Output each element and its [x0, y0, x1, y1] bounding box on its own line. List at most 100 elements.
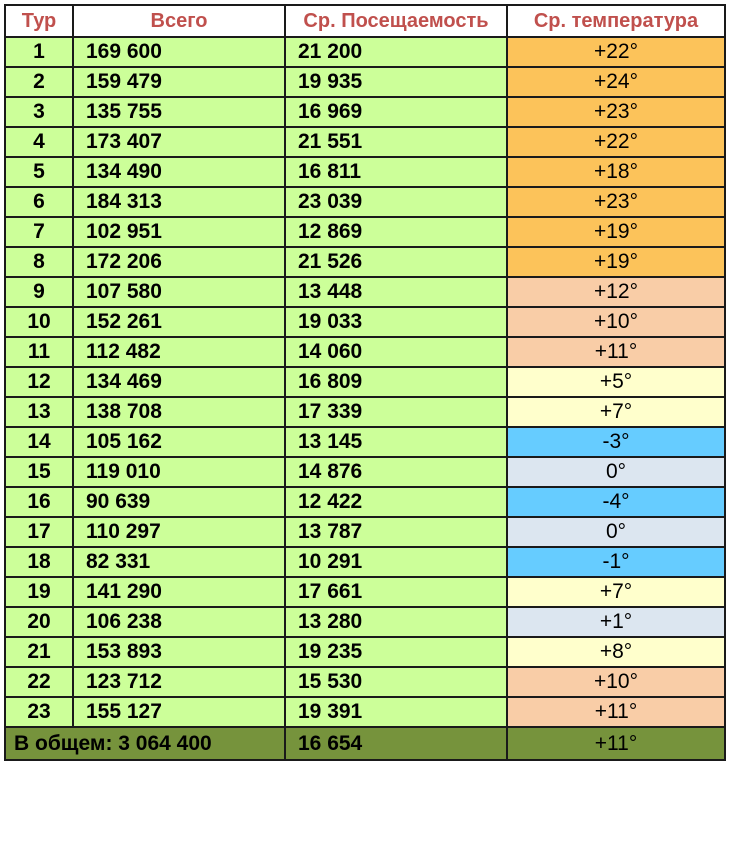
header-avg-attendance: Ср. Посещаемость — [284, 4, 508, 38]
summary-row: В общем: 3 064 400 16 654 +11° — [4, 726, 726, 761]
cell-total: 135 755 — [72, 96, 286, 128]
cell-avg-temperature: -1° — [506, 546, 726, 578]
cell-avg-temperature: +10° — [506, 666, 726, 698]
cell-total: 90 639 — [72, 486, 286, 518]
cell-avg-attendance: 21 526 — [284, 246, 508, 278]
cell-tour: 13 — [4, 396, 74, 428]
table-row: 17 110 297 13 787 0° — [4, 516, 726, 548]
cell-avg-attendance: 19 935 — [284, 66, 508, 98]
cell-tour: 22 — [4, 666, 74, 698]
cell-avg-temperature: +10° — [506, 306, 726, 338]
cell-avg-attendance: 19 235 — [284, 636, 508, 668]
cell-avg-attendance: 12 422 — [284, 486, 508, 518]
table-row: 16 90 639 12 422 -4° — [4, 486, 726, 518]
header-total: Всего — [72, 4, 286, 38]
table-row: 4 173 407 21 551 +22° — [4, 126, 726, 158]
cell-total: 155 127 — [72, 696, 286, 728]
cell-avg-attendance: 17 339 — [284, 396, 508, 428]
cell-tour: 19 — [4, 576, 74, 608]
cell-avg-attendance: 13 448 — [284, 276, 508, 308]
table-body: 1 169 600 21 200 +22° 2 159 479 19 935 +24° 3 135… — [4, 36, 726, 728]
cell-avg-temperature: +11° — [506, 336, 726, 368]
cell-avg-attendance: 16 811 — [284, 156, 508, 188]
cell-avg-attendance: 13 280 — [284, 606, 508, 638]
cell-avg-temperature: 0° — [506, 456, 726, 488]
table-row: 5 134 490 16 811 +18° — [4, 156, 726, 188]
table-row: 9 107 580 13 448 +12° — [4, 276, 726, 308]
summary-avg-temperature: +11° — [506, 726, 726, 761]
cell-avg-attendance: 12 869 — [284, 216, 508, 248]
table-row: 3 135 755 16 969 +23° — [4, 96, 726, 128]
cell-total: 184 313 — [72, 186, 286, 218]
table-row: 18 82 331 10 291 -1° — [4, 546, 726, 578]
cell-avg-attendance: 21 200 — [284, 36, 508, 68]
table-row: 15 119 010 14 876 0° — [4, 456, 726, 488]
table-row: 14 105 162 13 145 -3° — [4, 426, 726, 458]
cell-total: 106 238 — [72, 606, 286, 638]
cell-total: 169 600 — [72, 36, 286, 68]
cell-avg-attendance: 13 145 — [284, 426, 508, 458]
cell-avg-temperature: -3° — [506, 426, 726, 458]
cell-avg-temperature: +5° — [506, 366, 726, 398]
cell-total: 134 469 — [72, 366, 286, 398]
cell-tour: 6 — [4, 186, 74, 218]
cell-tour: 23 — [4, 696, 74, 728]
table-row: 1 169 600 21 200 +22° — [4, 36, 726, 68]
header-row: Тур Всего Ср. Посещаемость Ср. температу… — [4, 4, 726, 38]
cell-tour: 4 — [4, 126, 74, 158]
cell-tour: 2 — [4, 66, 74, 98]
cell-total: 173 407 — [72, 126, 286, 158]
cell-total: 153 893 — [72, 636, 286, 668]
table-row: 12 134 469 16 809 +5° — [4, 366, 726, 398]
table-row: 23 155 127 19 391 +11° — [4, 696, 726, 728]
cell-tour: 10 — [4, 306, 74, 338]
cell-total: 82 331 — [72, 546, 286, 578]
cell-avg-attendance: 15 530 — [284, 666, 508, 698]
cell-tour: 12 — [4, 366, 74, 398]
cell-avg-attendance: 13 787 — [284, 516, 508, 548]
cell-avg-temperature: +23° — [506, 96, 726, 128]
cell-avg-attendance: 14 876 — [284, 456, 508, 488]
cell-total: 172 206 — [72, 246, 286, 278]
cell-avg-attendance: 10 291 — [284, 546, 508, 578]
cell-tour: 8 — [4, 246, 74, 278]
cell-avg-temperature: +7° — [506, 396, 726, 428]
cell-total: 141 290 — [72, 576, 286, 608]
cell-avg-temperature: 0° — [506, 516, 726, 548]
cell-avg-temperature: +11° — [506, 696, 726, 728]
cell-tour: 16 — [4, 486, 74, 518]
cell-total: 119 010 — [72, 456, 286, 488]
cell-avg-temperature: +1° — [506, 606, 726, 638]
cell-total: 152 261 — [72, 306, 286, 338]
header-tour: Тур — [4, 4, 74, 38]
cell-total: 138 708 — [72, 396, 286, 428]
cell-total: 159 479 — [72, 66, 286, 98]
summary-avg-attendance: 16 654 — [284, 726, 508, 761]
cell-avg-temperature: +12° — [506, 276, 726, 308]
cell-tour: 7 — [4, 216, 74, 248]
cell-avg-temperature: +24° — [506, 66, 726, 98]
cell-avg-attendance: 23 039 — [284, 186, 508, 218]
cell-avg-temperature: -4° — [506, 486, 726, 518]
cell-tour: 11 — [4, 336, 74, 368]
table-row: 2 159 479 19 935 +24° — [4, 66, 726, 98]
summary-total: В общем: 3 064 400 — [4, 726, 286, 761]
cell-avg-attendance: 21 551 — [284, 126, 508, 158]
cell-total: 102 951 — [72, 216, 286, 248]
cell-avg-temperature: +8° — [506, 636, 726, 668]
cell-avg-temperature: +19° — [506, 216, 726, 248]
cell-total: 123 712 — [72, 666, 286, 698]
cell-avg-attendance: 19 033 — [284, 306, 508, 338]
cell-tour: 17 — [4, 516, 74, 548]
table-row: 7 102 951 12 869 +19° — [4, 216, 726, 248]
cell-avg-temperature: +7° — [506, 576, 726, 608]
table-row: 22 123 712 15 530 +10° — [4, 666, 726, 698]
cell-avg-temperature: +18° — [506, 156, 726, 188]
cell-total: 134 490 — [72, 156, 286, 188]
cell-avg-temperature: +19° — [506, 246, 726, 278]
attendance-table: Тур Всего Ср. Посещаемость Ср. температу… — [4, 4, 726, 761]
cell-tour: 21 — [4, 636, 74, 668]
table-row: 10 152 261 19 033 +10° — [4, 306, 726, 338]
cell-avg-attendance: 16 809 — [284, 366, 508, 398]
cell-avg-attendance: 17 661 — [284, 576, 508, 608]
